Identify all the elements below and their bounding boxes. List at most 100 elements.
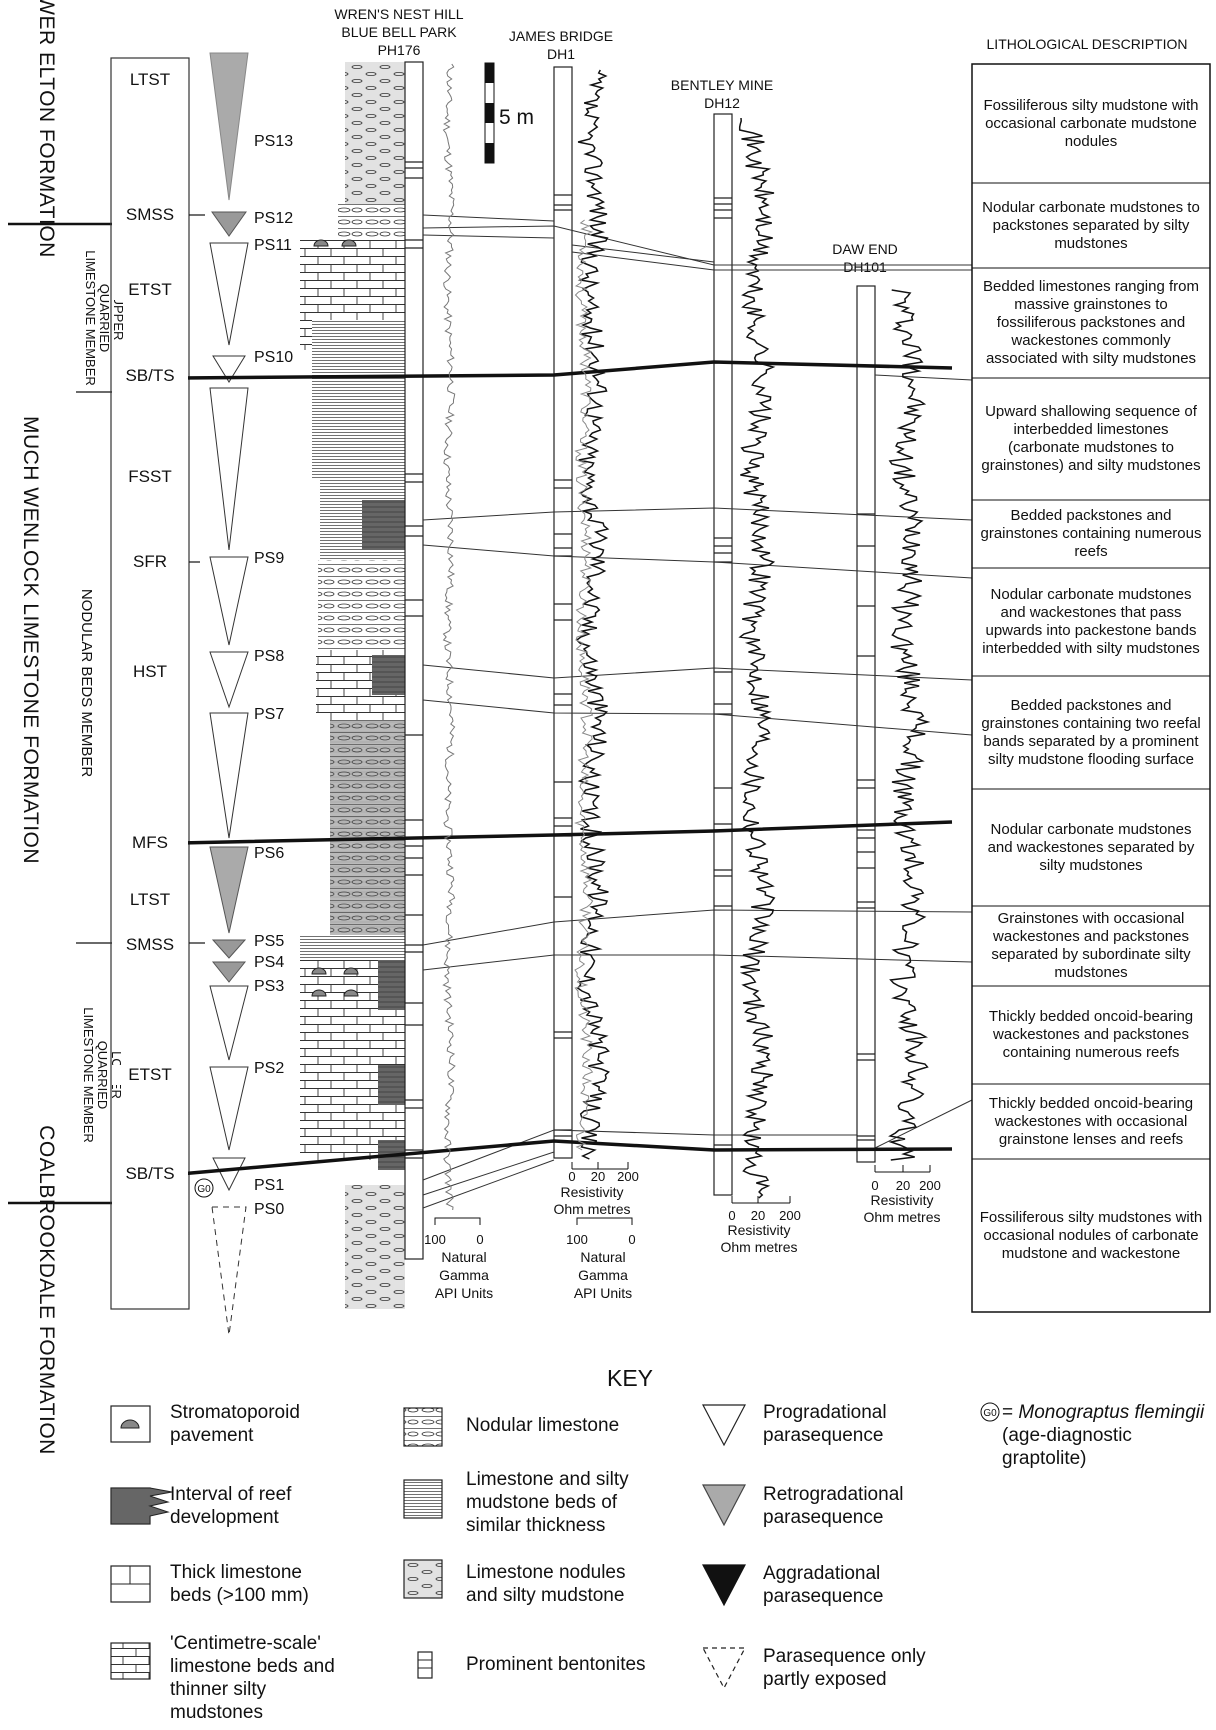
ps11-progradational-triangle: [209, 242, 249, 346]
svg-text:LIMESTONE MEMBER: LIMESTONE MEMBER: [81, 1007, 96, 1143]
svg-text:Gamma: Gamma: [578, 1267, 628, 1283]
graptolite-marker: G0: [194, 1178, 214, 1198]
parasequence-label: PS1: [254, 1177, 284, 1194]
ps10-progradational-triangle: [212, 355, 246, 383]
key-reef-label: Interval of reef development: [170, 1484, 292, 1528]
james-bridge-bentonites: [554, 194, 572, 1137]
formation-coalbrookdale: COALBROOKDALE FORMATION: [35, 1125, 58, 1455]
svg-text:Ohm metres: Ohm metres: [720, 1239, 797, 1255]
svg-text:BLUE BELL PARK: BLUE BELL PARK: [341, 24, 457, 40]
svg-text:QUARRIED: QUARRIED: [97, 284, 112, 353]
key-nodular-symbol: [403, 1407, 443, 1447]
systems-tract-label: LTST: [112, 70, 188, 90]
header-wrens-nest: WREN'S NEST HILL BLUE BELL PARK PH176: [334, 6, 463, 58]
key-stromatoporoid-symbol: [110, 1405, 151, 1443]
litho-nodules-base: [345, 1185, 405, 1309]
parasequence-label: PS2: [254, 1060, 284, 1077]
member-nodular-beds: NODULAR BEDS MEMBER: [78, 589, 95, 778]
parasequence-label: PS3: [254, 978, 284, 995]
ps7-progradational-triangle: [209, 712, 249, 839]
systems-tract-label: LTST: [112, 890, 188, 910]
key-progradational-symbol: [702, 1404, 746, 1447]
svg-text:0: 0: [628, 1232, 635, 1247]
key-thick-limestone-symbol: [110, 1565, 151, 1603]
sb-ts-lower-surface: [179, 1139, 953, 1176]
wrens-nest-gamma-log: [442, 63, 456, 1211]
key-nodules-mudstone-label: Limestone nodules and silty mudstone: [466, 1562, 626, 1606]
formation-much-wenlock: MUCH WENLOCK LIMESTONE FORMATION: [19, 416, 42, 864]
parasequence-label: PS9: [254, 550, 284, 567]
systems-tract-label: ETST: [112, 1065, 188, 1085]
svg-text:G0: G0: [197, 1184, 211, 1195]
resistivity-axis-james-bridge: 0 20 200 Resistivity Ohm metres: [553, 1162, 639, 1217]
header-james-bridge: JAMES BRIDGE DH1: [509, 28, 613, 62]
james-bridge-column: [553, 66, 573, 1159]
formation-lower-elton: LOWER ELTON FORMATION: [35, 0, 58, 258]
svg-text:Resistivity: Resistivity: [560, 1184, 623, 1200]
member-upper-quarried: UPPER QUARRIED LIMESTONE MEMBER: [83, 250, 126, 386]
svg-text:0: 0: [568, 1169, 575, 1184]
svg-text:API Units: API Units: [435, 1285, 493, 1301]
svg-text:DH12: DH12: [704, 95, 740, 111]
svg-text:0: 0: [871, 1178, 878, 1193]
svg-text:Natural: Natural: [441, 1249, 486, 1265]
systems-tract-label: FSST: [112, 467, 188, 487]
lithology-description: Bedded packstones and grainstones contai…: [980, 507, 1202, 560]
lithology-header: LITHOLOGICAL DESCRIPTION: [987, 36, 1188, 52]
svg-text:100: 100: [566, 1232, 588, 1247]
systems-tract-label: MFS: [112, 833, 188, 853]
svg-text:200: 200: [919, 1178, 941, 1193]
svg-text:DAW END: DAW END: [832, 241, 898, 257]
parasequence-label: PS11: [254, 237, 292, 254]
key-nodular-label: Nodular limestone: [466, 1415, 620, 1436]
svg-text:Ohm metres: Ohm metres: [553, 1201, 630, 1217]
ps5-retrogradational-triangle: [211, 939, 247, 959]
resistivity-axis-bentley-mine: 0 20 200 Resistivity Ohm metres: [720, 1196, 801, 1255]
lithology-description: Nodular carbonate mudstones to packstone…: [982, 198, 1200, 252]
key-progradational-label: Progradational parasequence: [763, 1402, 887, 1446]
wrens-nest-lithology-column: [300, 62, 405, 1309]
lithology-description: Thickly bedded oncoid-bearing wackestone…: [988, 1008, 1194, 1061]
svg-text:20: 20: [591, 1169, 605, 1184]
systems-tract-label: SFR: [112, 552, 188, 572]
gamma-axis-james-bridge: 100 0 Natural Gamma API Units: [566, 1217, 636, 1301]
ps13-retrogradational-triangle: [209, 52, 249, 201]
ps1-progradational-triangle: [212, 1157, 246, 1192]
stromatoporoid-pavement-upper: [313, 239, 357, 247]
mfs-surface: [179, 820, 953, 845]
header-daw-end: DAW END DH101: [832, 241, 898, 275]
key-nodules-mudstone-symbol: [403, 1559, 443, 1599]
systems-tract-column: [110, 57, 190, 1310]
parasequence-label: PS8: [254, 648, 284, 665]
systems-tract-label: SB/TS: [112, 366, 188, 386]
svg-text:200: 200: [779, 1208, 801, 1223]
scale-bar: 5 m: [484, 62, 534, 164]
svg-text:DH101: DH101: [843, 259, 887, 275]
key-aggradational-symbol: [702, 1564, 746, 1607]
key-graptolite-label: = Monograptus flemingii (age-diagnostic …: [1002, 1402, 1205, 1469]
parasequence-label: PS13: [254, 133, 293, 150]
geophysical-logs: [442, 63, 931, 1211]
parasequence-label: PS0: [254, 1201, 284, 1218]
lithology-box: [971, 63, 1211, 1313]
ps0-partly-exposed-triangle: [211, 1206, 247, 1336]
systems-tract-label: SMSS: [112, 205, 188, 225]
lithology-description: Fossiliferous silty mudstones with occas…: [979, 1208, 1203, 1262]
parasequence-label: PS7: [254, 706, 284, 723]
svg-text:100: 100: [424, 1232, 446, 1247]
header-bentley-mine: BENTLEY MINE DH12: [671, 77, 773, 111]
svg-text:BENTLEY MINE: BENTLEY MINE: [671, 77, 773, 93]
svg-text:LIMESTONE MEMBER: LIMESTONE MEMBER: [83, 250, 98, 386]
key-graptolite-symbol: G0: [980, 1402, 1000, 1422]
svg-text:5 m: 5 m: [499, 106, 534, 129]
parasequence-triangles: [209, 52, 249, 1336]
svg-text:Gamma: Gamma: [439, 1267, 489, 1283]
resistivity-axis-daw-end: 0 20 200 Resistivity Ohm metres: [863, 1165, 941, 1225]
lithology-dividers: [972, 182, 1210, 1160]
sb-ts-upper-surface: [179, 360, 953, 380]
svg-text:Resistivity: Resistivity: [727, 1222, 790, 1238]
systems-tract-label: ETST: [112, 280, 188, 300]
svg-text:200: 200: [617, 1169, 639, 1184]
systems-tract-label: SMSS: [112, 935, 188, 955]
lithology-description: Grainstones with occasional wackestones …: [991, 910, 1191, 981]
